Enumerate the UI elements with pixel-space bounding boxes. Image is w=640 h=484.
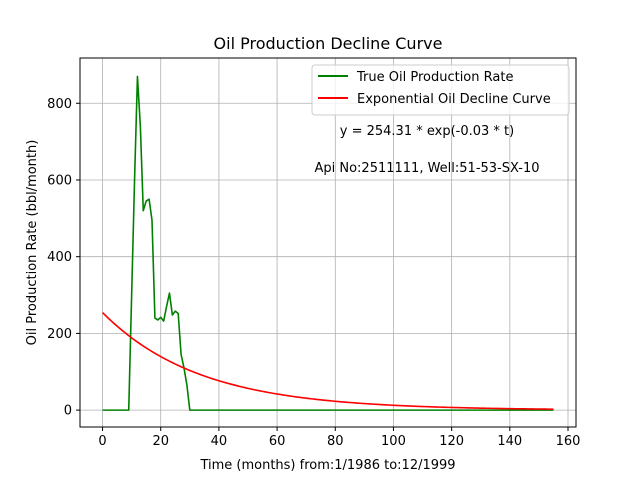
y-tick-label: 400 <box>47 250 72 265</box>
y-axis-label: Oil Production Rate (bbl/month) <box>25 140 40 346</box>
chart-title: Oil Production Decline Curve <box>214 34 443 53</box>
legend: True Oil Production Rate Exponential Oil… <box>311 64 570 116</box>
x-tick-label: 160 <box>556 434 581 449</box>
legend-label-exponential-decline: Exponential Oil Decline Curve <box>357 92 551 107</box>
x-tick-label: 40 <box>211 434 228 449</box>
x-tick-label: 0 <box>98 434 106 449</box>
y-tick-label: 0 <box>64 404 72 419</box>
y-tick-label: 600 <box>47 173 72 188</box>
x-tick-label: 20 <box>152 434 169 449</box>
legend-box <box>311 64 570 116</box>
x-tick-label: 60 <box>269 434 286 449</box>
series-layer <box>101 75 554 411</box>
y-tick-label: 800 <box>47 97 72 112</box>
y-tick-label: 200 <box>47 327 72 342</box>
x-tick-label: 100 <box>381 434 406 449</box>
well-annotation: Api No:2511111, Well:51-53-SX-10 <box>314 161 539 176</box>
series-line-true-rate <box>102 75 554 411</box>
series-line-exponential-decline <box>101 312 554 410</box>
plot-frame <box>79 57 577 428</box>
legend-label-true-rate: True Oil Production Rate <box>356 70 513 85</box>
x-tick-label: 80 <box>327 434 344 449</box>
equation-annotation: y = 254.31 * exp(-0.03 * t) <box>340 124 514 139</box>
x-tick-label: 140 <box>497 434 522 449</box>
x-tick-label: 120 <box>439 434 464 449</box>
x-axis-label: Time (months) from:1/1986 to:12/1999 <box>199 458 455 473</box>
tick-layer: 0 20 40 60 80 100 120 140 160 0 200 400 600 800 <box>47 97 580 449</box>
